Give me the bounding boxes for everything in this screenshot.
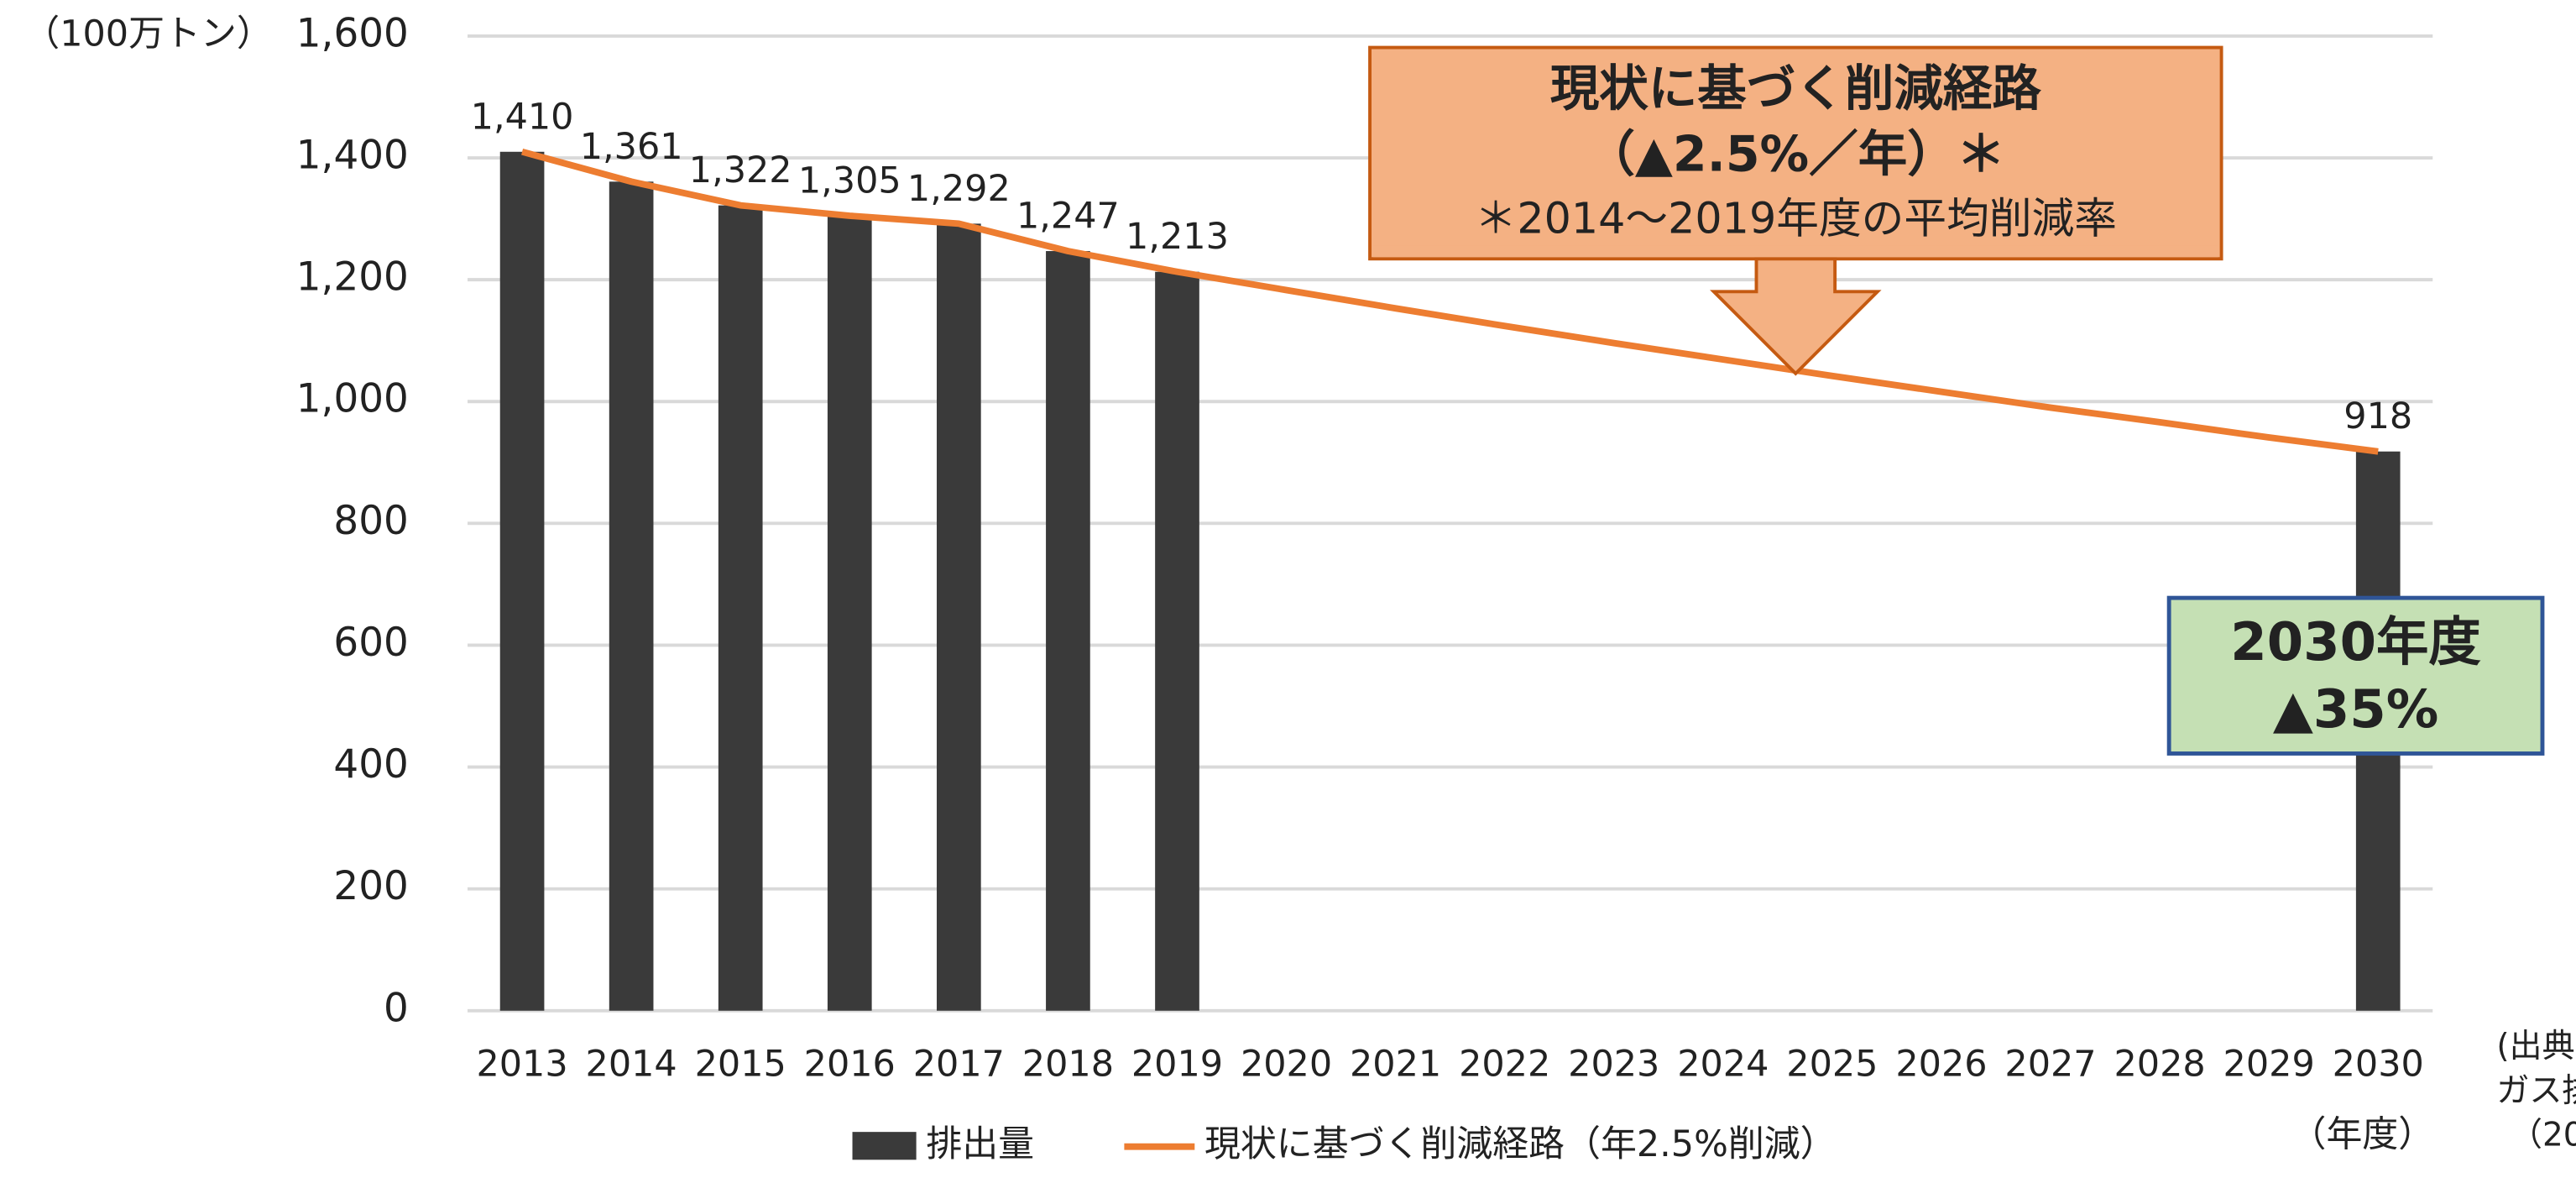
annotation-title: 現状に基づく削減経路	[1550, 60, 2042, 117]
data-label: 918	[2343, 395, 2412, 437]
y-tick-label: 800	[333, 499, 408, 544]
x-tick-label: 2019	[1131, 1044, 1223, 1086]
x-tick-label: 2025	[1786, 1044, 1878, 1086]
source-note: （20	[2510, 1117, 2576, 1154]
target-box	[2166, 595, 2545, 756]
data-label: 1,322	[689, 149, 792, 191]
bar	[499, 151, 545, 1011]
annotation-arrow	[1710, 257, 1882, 376]
bar	[1046, 251, 1090, 1011]
bar	[827, 215, 872, 1011]
x-tick-label: 2017	[913, 1044, 1005, 1086]
legend-swatch	[852, 1132, 917, 1160]
y-tick-label: 400	[333, 742, 408, 788]
bar	[718, 205, 763, 1011]
target-year: 2030年度	[2230, 611, 2481, 673]
legend-label: 現状に基づく削減経路（年2.5%削減）	[1204, 1123, 1837, 1165]
y-tick-label: 200	[333, 864, 408, 909]
line	[521, 149, 2379, 455]
legend-label: 排出量	[926, 1123, 1034, 1165]
x-axis-label: （年度）	[2291, 1114, 2435, 1156]
data-label: 1,305	[798, 160, 901, 202]
y-tick-label: 600	[333, 620, 408, 666]
annotation-box	[1368, 45, 2223, 261]
x-tick-label: 2020	[1241, 1044, 1332, 1086]
x-tick-label: 2014	[586, 1044, 677, 1086]
y-tick-label: 1,600	[296, 11, 409, 56]
arrow-join	[1372, 245, 2218, 258]
source-note: ガス排	[2496, 1072, 2576, 1110]
x-tick-label: 2021	[1350, 1044, 1441, 1086]
y-axis-label: （100万トン）	[24, 13, 272, 55]
bar	[1155, 271, 1199, 1011]
x-tick-label: 2027	[2004, 1044, 2096, 1086]
annotation-note: ＊2014～2019年度の平均削減率	[1475, 193, 2117, 243]
data-label: 1,410	[471, 96, 574, 138]
data-label: 1,292	[907, 168, 1011, 210]
x-tick-label: 2015	[695, 1044, 786, 1086]
x-tick-label: 2024	[1677, 1044, 1769, 1086]
x-tick-label: 2016	[804, 1044, 896, 1086]
x-tick-label: 2013	[476, 1044, 567, 1086]
x-tick-label: 2022	[1459, 1044, 1550, 1086]
data-label: 1,361	[580, 126, 683, 168]
y-tick-label: 0	[384, 986, 409, 1031]
x-tick-label: 2028	[2114, 1044, 2205, 1086]
x-tick-label: 2030	[2333, 1044, 2424, 1086]
bar	[937, 223, 981, 1011]
x-tick-label: 2026	[1895, 1044, 1987, 1086]
x-tick-label: 2023	[1568, 1044, 1659, 1086]
x-tick-label: 2018	[1022, 1044, 1114, 1086]
plot: 0 200 400 600 800 1,000 1,200 1,400 1,600 2013 201…	[296, 11, 2433, 1165]
annotation-rate: （▲2.5%／年）＊	[1586, 125, 2005, 182]
y-tick-label: 1,400	[296, 133, 409, 179]
target-rate: ▲35%	[2273, 678, 2438, 740]
bar	[609, 181, 654, 1011]
x-tick-label: 2029	[2223, 1044, 2315, 1086]
y-tick-label: 1,000	[296, 377, 409, 422]
y-tick-label: 1,200	[296, 255, 409, 301]
data-label: 1,247	[1016, 196, 1120, 238]
source-note: (出典	[2496, 1028, 2574, 1065]
data-label: 1,213	[1126, 216, 1229, 258]
